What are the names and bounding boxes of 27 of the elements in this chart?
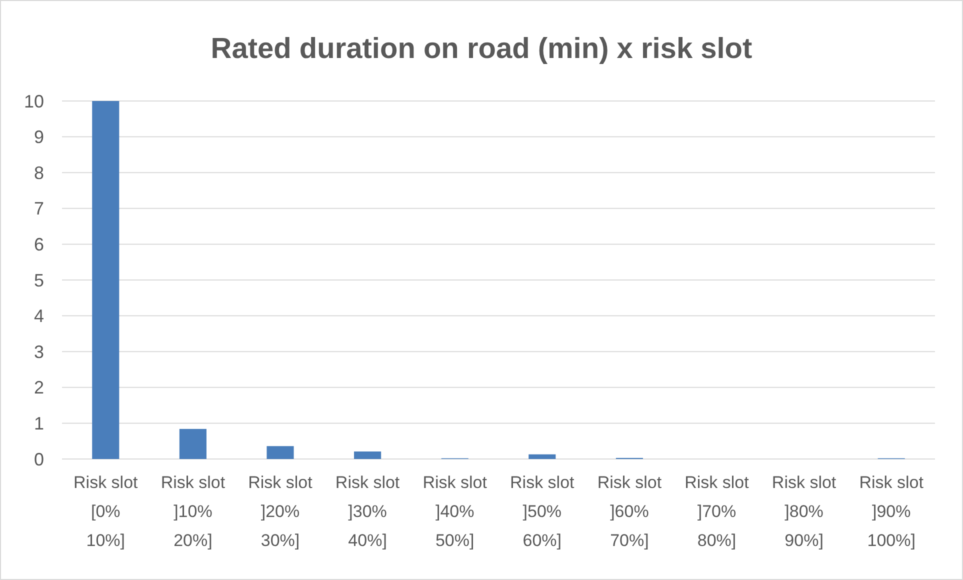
bar [179,428,206,459]
x-tick-label: Risk slot ]50% 60%] [510,473,575,550]
bar [266,446,294,459]
x-tick-label: Risk slot ]40% 50%] [422,473,488,550]
y-tick-label: 2 [34,378,44,398]
x-tick-label: Risk slot ]70% 80%] [684,473,750,550]
y-tick-label: 8 [34,162,44,183]
y-tick-label: 9 [34,127,44,148]
y-tick-label: 1 [34,414,44,434]
x-tick-label: Risk slot ]80% 90%] [772,473,836,550]
bar [528,454,556,459]
y-tick-label: 4 [34,306,44,326]
chart-title: Rated duration on road (min) x risk slot [210,33,753,65]
y-tick-label: 5 [34,270,44,290]
x-tick-label: Risk slot ]10% 20%] [160,473,226,550]
x-tick-label: Risk slot ]30% 40%] [335,473,400,550]
x-tick-label: Risk slot ]20% 30%] [248,473,313,550]
y-tick-label: 7 [34,198,44,219]
y-tick-label: 3 [34,342,44,362]
y-tick-label: 10 [24,91,44,112]
y-tick-label: 6 [34,234,44,254]
bar [354,451,382,459]
x-tick-label: Risk slot ]60% 70%] [597,473,662,550]
x-tick-label: Risk slot [0% 10%] [74,473,138,550]
bar [92,101,120,459]
y-tick-label: 0 [34,449,44,470]
x-tick-label: Risk slot ]90% 100%] [859,473,924,550]
